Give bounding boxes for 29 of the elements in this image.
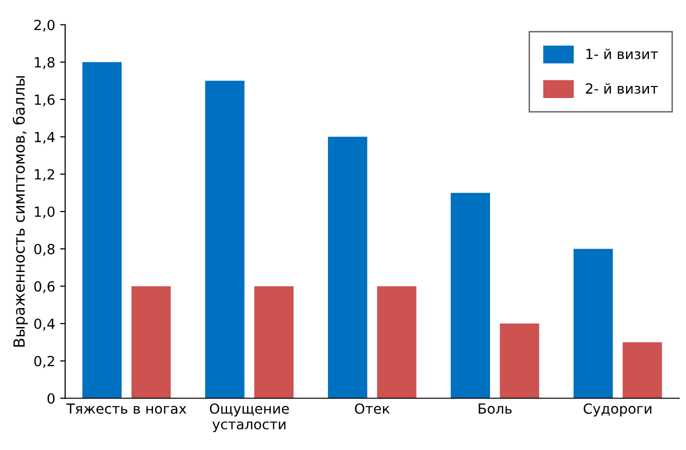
y-tick-label: 0 xyxy=(48,393,55,404)
x-tick-label: Ощущение усталости xyxy=(210,403,289,432)
legend-label: 2- й визит xyxy=(586,83,658,94)
y-tick-label: 1,8 xyxy=(34,57,54,69)
y-tick-label: 1,6 xyxy=(34,94,55,106)
y-tick-label: 1,2 xyxy=(34,169,54,182)
y-tick-label: 2,0 xyxy=(34,20,55,32)
bar xyxy=(82,62,122,398)
bar xyxy=(328,136,368,398)
y-tick-label: 0,2 xyxy=(34,356,54,368)
bar xyxy=(622,342,662,398)
y-tick-label: 0,8 xyxy=(34,244,54,256)
y-tick-label: 0,6 xyxy=(34,281,55,294)
y-tick-label: 0,4 xyxy=(34,318,55,330)
bar xyxy=(377,286,416,398)
x-tick-label: Боль xyxy=(478,404,512,414)
bar xyxy=(500,324,540,398)
bar xyxy=(254,286,294,398)
y-axis-title: Выраженность симптомов, баллы xyxy=(12,76,28,347)
bar xyxy=(450,192,490,398)
y-tick-label: 1,0 xyxy=(34,206,55,218)
bar xyxy=(205,80,244,398)
y-tick-label: 1,4 xyxy=(34,132,55,144)
bar xyxy=(131,286,171,398)
x-tick-label: Тяжесть в ногах xyxy=(66,404,186,414)
bar xyxy=(574,248,613,398)
legend-label: 1- й визит xyxy=(586,48,658,60)
x-tick-label: Отек xyxy=(354,403,390,414)
x-tick-label: Судороги xyxy=(584,403,652,417)
